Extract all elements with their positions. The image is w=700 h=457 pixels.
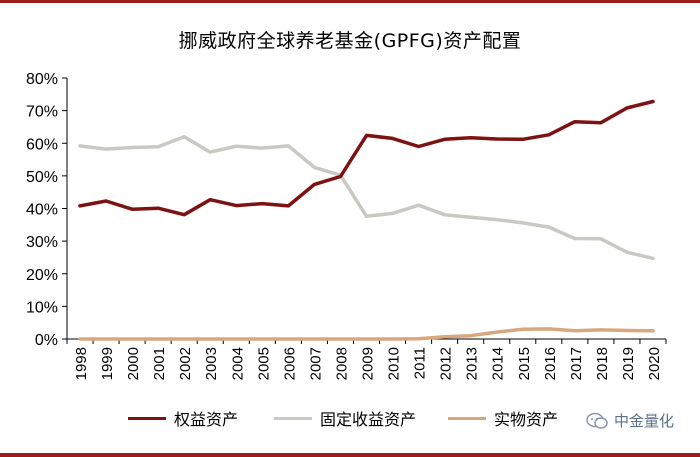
y-tick-label: 40%: [26, 202, 58, 219]
x-tick-label: 2006: [281, 347, 298, 380]
series-line-equity: [78, 99, 655, 217]
x-tick-label: 2004: [229, 347, 246, 380]
x-tick-label: 2000: [125, 347, 142, 380]
x-tick-label: 2009: [360, 347, 377, 380]
series-line-real-assets: [78, 327, 655, 341]
x-tick-label: 2018: [594, 347, 611, 380]
x-tick-label: 2015: [516, 347, 533, 380]
legend-swatch-real-assets: [448, 416, 486, 420]
y-tick-label: 10%: [26, 299, 58, 316]
legend-item-equity: 权益资产: [128, 407, 238, 429]
legend-label-real-assets: 实物资产: [494, 410, 559, 429]
y-tick-label: 20%: [26, 267, 58, 284]
x-tick-label: 2012: [438, 347, 455, 380]
y-tick-label: 70%: [26, 104, 58, 121]
x-tick-label: 2014: [490, 347, 507, 380]
y-tick-label: 60%: [26, 136, 58, 153]
x-tick-label: 1999: [99, 347, 116, 380]
x-tick-label: 2003: [203, 347, 220, 380]
y-tick-label: 30%: [26, 234, 58, 251]
series-line-fixed-income: [78, 134, 655, 261]
y-tick-label: 80%: [26, 71, 58, 88]
legend-label-equity: 权益资产: [174, 410, 239, 429]
x-tick-label: 2017: [568, 347, 585, 380]
x-tick-label: 2007: [307, 347, 324, 380]
x-tick-label: 2010: [386, 347, 403, 380]
legend-label-fixed-income: 固定收益资产: [320, 410, 417, 429]
x-tick-label: 2008: [333, 347, 350, 380]
y-tick-label: 50%: [26, 169, 58, 186]
legend-item-fixed-income: 固定收益资产: [274, 407, 416, 429]
legend-item-real-assets: 实物资产: [448, 407, 558, 429]
x-tick-label: 2019: [620, 347, 637, 380]
y-tick-label: 0%: [35, 332, 58, 349]
legend-swatch-fixed-income: [274, 416, 312, 420]
x-tick-label: 1998: [73, 347, 90, 380]
wechat-bubble-icon: [586, 412, 608, 429]
x-tick-label: 2002: [177, 347, 194, 380]
x-tick-label: 2020: [646, 347, 663, 380]
x-tick-label: 2011: [412, 347, 429, 379]
bottom-rule: [0, 453, 700, 457]
top-rule: [0, 0, 700, 3]
x-tick-label: 2005: [255, 347, 272, 380]
watermark: 中金量化: [586, 410, 674, 431]
x-tick-label: 2013: [464, 347, 481, 380]
x-tick-label: 2016: [542, 347, 559, 380]
watermark-text: 中金量化: [614, 412, 675, 430]
x-tick-label: 2001: [151, 347, 168, 380]
chart-title: 挪威政府全球养老基金(GPFG)资产配置: [178, 30, 522, 52]
legend-swatch-equity: [128, 416, 166, 420]
